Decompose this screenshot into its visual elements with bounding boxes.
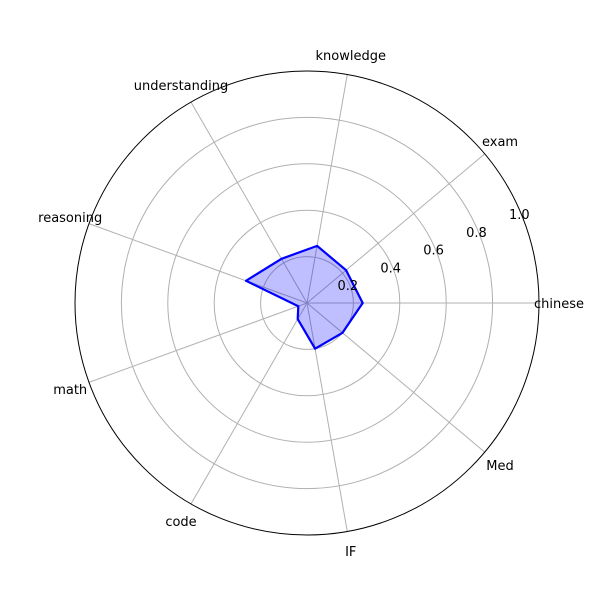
category-label-exam: exam (482, 135, 518, 150)
r-tick-label: 0.4 (380, 261, 401, 276)
data-point-code (296, 318, 299, 320)
data-point-exam (345, 269, 347, 271)
spoke-understanding (190, 101, 308, 304)
category-label-Med: Med (486, 459, 513, 474)
r-tick-label: 0.2 (338, 279, 359, 294)
outer-frame (74, 70, 540, 536)
r-tick-label: 0.8 (466, 226, 487, 241)
spoke-exam (306, 153, 486, 304)
category-label-knowledge: knowledge (316, 49, 386, 64)
series-line-0 (244, 244, 364, 350)
data-point-understanding (280, 257, 283, 260)
data-point-reasoning (245, 279, 247, 282)
spoke-code (190, 302, 308, 505)
category-label-understanding: understanding (134, 79, 229, 94)
spoke-reasoning (88, 223, 308, 304)
category-label-reasoning: reasoning (38, 211, 102, 226)
spoke-knowledge (306, 74, 348, 304)
spokes (88, 74, 539, 532)
spoke-IF (306, 302, 348, 532)
data-point-math (297, 305, 300, 307)
data-point-IF (314, 347, 316, 350)
series-layer (244, 244, 364, 350)
category-label-IF: IF (345, 545, 356, 560)
category-label-chinese: chinese (534, 297, 584, 312)
series-area-0 (246, 245, 363, 349)
category-label-code: code (165, 515, 196, 530)
category-labels: chinese exam knowledge understanding reasoni… (38, 49, 584, 560)
category-label-math: math (53, 383, 87, 398)
spoke-math (88, 302, 308, 383)
r-tick-label: 1.0 (509, 208, 530, 223)
data-point-chinese (361, 302, 364, 304)
spoke-Med (306, 302, 486, 453)
radial-tick-labels: 0.2 0.4 0.6 0.8 1.0 (338, 208, 530, 294)
data-point-knowledge (316, 245, 318, 247)
data-point-Med (341, 332, 344, 334)
r-tick-label: 0.6 (423, 244, 444, 259)
